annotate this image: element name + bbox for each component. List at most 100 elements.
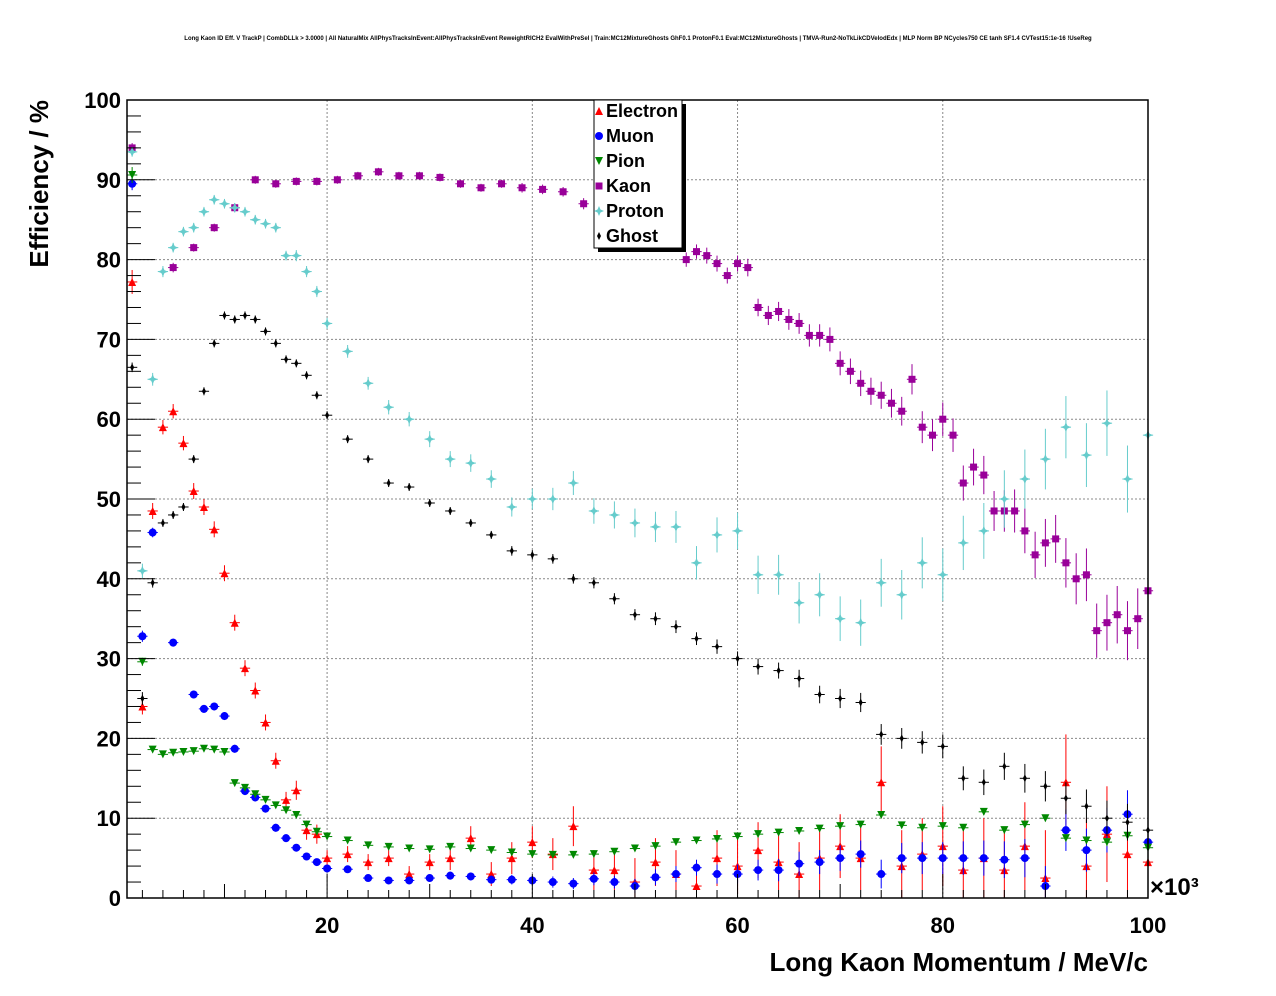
pion-point [199,744,208,753]
proton-point [753,569,764,580]
kaon-point [836,359,844,367]
legend-label-pion: Pion [606,151,645,171]
kaon-point [498,180,506,188]
pion-point [713,834,722,843]
kaon-point [970,463,978,471]
kaon-point [713,260,721,268]
legend-label-ghost: Ghost [606,226,658,246]
proton-point [178,226,189,237]
kaon-point [580,200,588,208]
kaon-point [477,184,485,192]
ghost-point [191,455,196,464]
muon-point [384,876,393,885]
proton-point [209,194,220,205]
kaon-point [898,407,906,415]
pion-point [271,801,280,810]
pion-point [138,657,147,666]
muon-point [610,878,619,887]
kaon-point [518,184,526,192]
pion-point [589,850,598,859]
electron-point [569,822,578,831]
kaon-point [805,331,813,339]
muon-point [1000,855,1009,864]
kaon-point [1103,619,1111,627]
muon-point [1061,826,1070,835]
pion-point [548,850,557,859]
kaon-point [333,176,341,184]
kaon-point [1113,611,1121,619]
pion-point [446,842,455,851]
kaon-point [1123,627,1131,635]
pion-point [343,836,352,845]
ghost-point [150,578,155,587]
proton-point [896,589,907,600]
ghost-point [181,502,186,511]
muon-point [271,823,280,832]
legend-marker-pion [595,157,603,165]
ghost-point [1084,802,1089,811]
electron-point [261,718,270,727]
proton-point [147,374,158,385]
proton-point [250,214,261,225]
ghost-point [448,506,453,515]
ghost-point [550,554,555,563]
legend-marker-muon [595,132,603,140]
x-tick-label: 60 [725,913,749,938]
legend-marker-proton [594,206,604,216]
pion-point [312,827,321,836]
x-axis-title: Long Kaon Momentum / MeV/c [770,947,1148,977]
electron-point [610,866,619,875]
kaon-point [559,188,567,196]
ghost-point [345,435,350,444]
ghost-point [489,530,494,539]
pion-point [292,811,301,820]
y-tick-label: 40 [97,567,121,592]
kaon-point [1062,559,1070,567]
kaon-point [918,423,926,431]
pion-point [1000,826,1009,835]
pion-point [282,806,291,815]
muon-point [754,866,763,875]
proton-point [1019,474,1030,485]
electron-point [877,778,886,787]
ghost-point [201,387,206,396]
kaon-point [703,252,711,260]
ghost-point [591,578,596,587]
muon-point [938,854,947,863]
legend: Electron Muon Pion Kaon Proton Ghost [593,99,686,252]
muon-point [364,874,373,883]
proton-point [855,617,866,628]
muon-point [199,704,208,713]
kaon-point [816,331,824,339]
kaon-point [990,507,998,515]
ghost-point [1063,794,1068,803]
electron-point [323,854,332,863]
kaon-point [764,311,772,319]
proton-point [301,266,312,277]
proton-point [732,525,743,536]
muon-point [487,875,496,884]
proton-point [670,521,681,532]
muon-point [671,870,680,879]
pion-point [918,823,927,832]
proton-point [814,589,825,600]
data-series-layer [127,143,1154,898]
electron-point [179,439,188,448]
proton-point [157,266,168,277]
kaon-point [1072,575,1080,583]
x-tick-label: 80 [931,913,955,938]
axes-ticks: 20 40 60 80 100 0 10 20 30 40 50 60 70 80 90 100 [84,88,1166,938]
kaon-point [395,172,403,180]
proton-point [168,242,179,253]
kaon-point [929,431,937,439]
muon-point [323,864,332,873]
ghost-point [509,546,514,555]
electron-point [364,858,373,867]
muon-point [128,179,137,188]
electron-point [282,795,291,804]
proton-point [917,557,928,568]
electron-point [148,506,157,515]
proton-point [127,146,138,157]
kaon-point [826,335,834,343]
proton-point [240,206,251,217]
